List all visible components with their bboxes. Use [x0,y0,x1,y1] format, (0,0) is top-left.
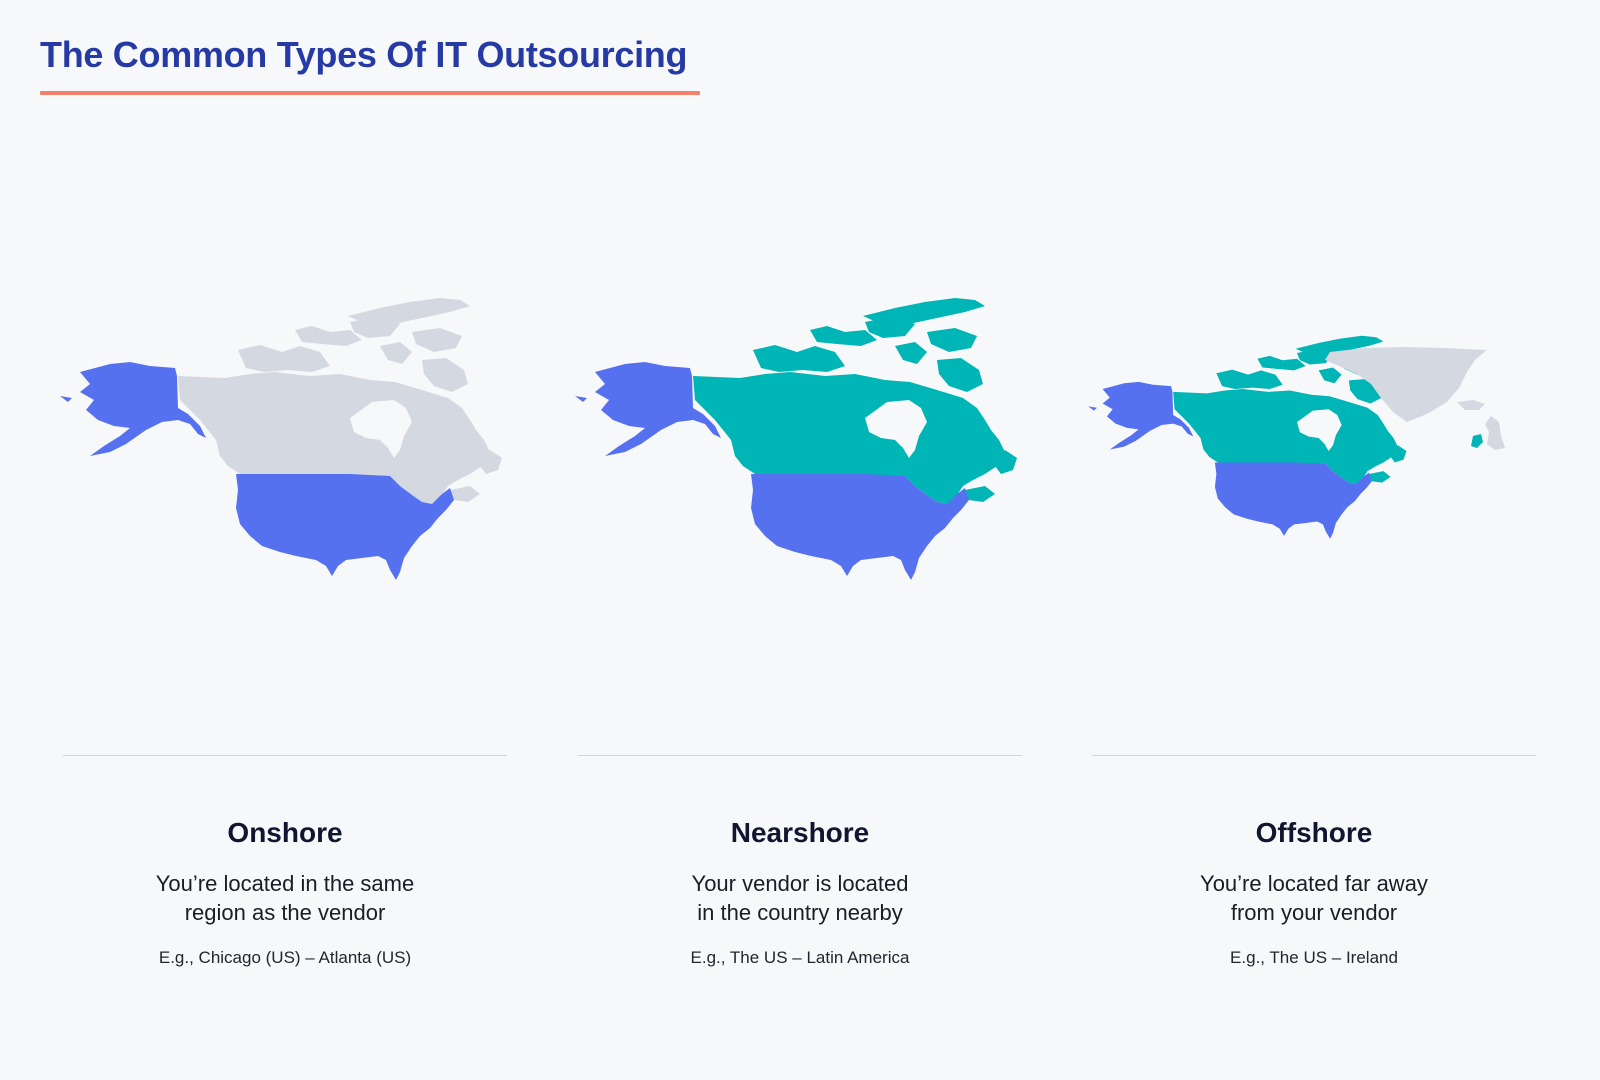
onshore-divider [63,755,507,756]
onshore-description-line1: You’re located in the same [155,871,415,896]
north-america-map-icon [575,298,1017,580]
page-title: The Common Types Of IT Outsourcing [40,34,688,75]
title-underline [40,91,700,95]
offshore-example: E.g., The US – Ireland [1230,948,1398,967]
north-america-map-icon [60,298,502,580]
greenland-region [1325,347,1487,422]
nearshore-divider [578,755,1022,756]
offshore-description: You’re located far away from your vendor [1084,869,1544,927]
offshore-description-line1: You’re located far away [1200,871,1428,896]
offshore-caption: Offshore You’re located far away from yo… [1084,815,1544,969]
onshore-title: Onshore [227,817,343,848]
offshore-description-line2: from your vendor [1230,900,1398,925]
onshore-description: You’re located in the same region as the… [55,869,515,927]
offshore-map-panel [1075,290,1535,610]
offshore-divider [1092,755,1536,756]
nearshore-map [565,290,1025,610]
uk-region [1485,416,1505,450]
ireland-region [1471,434,1483,448]
nearshore-description-line2: in the country nearby [697,900,903,925]
canada-region [693,298,1017,504]
usa-region [751,474,969,580]
nearshore-description: Your vendor is located in the country ne… [570,869,1030,927]
onshore-description-line2: region as the vendor [184,900,386,925]
offshore-map [1075,290,1535,610]
north-atlantic-map-icon [1088,335,1505,539]
iceland-region [1457,400,1485,410]
usa-region [236,474,454,580]
onshore-map [50,290,510,610]
offshore-title: Offshore [1255,817,1373,848]
canada-region [178,298,502,504]
alaska-region [80,362,206,456]
nearshore-description-line1: Your vendor is located [691,871,909,896]
nearshore-caption: Nearshore Your vendor is located in the … [570,815,1030,969]
nearshore-map-panel [565,290,1025,610]
onshore-caption: Onshore You’re located in the same regio… [55,815,515,969]
nearshore-example: E.g., The US – Latin America [690,948,910,967]
onshore-example: E.g., Chicago (US) – Atlanta (US) [158,948,412,967]
usa-region [1214,462,1372,539]
header: The Common Types Of IT Outsourcing [40,30,700,95]
nearshore-title: Nearshore [730,817,870,848]
alaska-region [1102,381,1194,450]
alaska-region [595,362,721,456]
onshore-map-panel [50,290,510,610]
